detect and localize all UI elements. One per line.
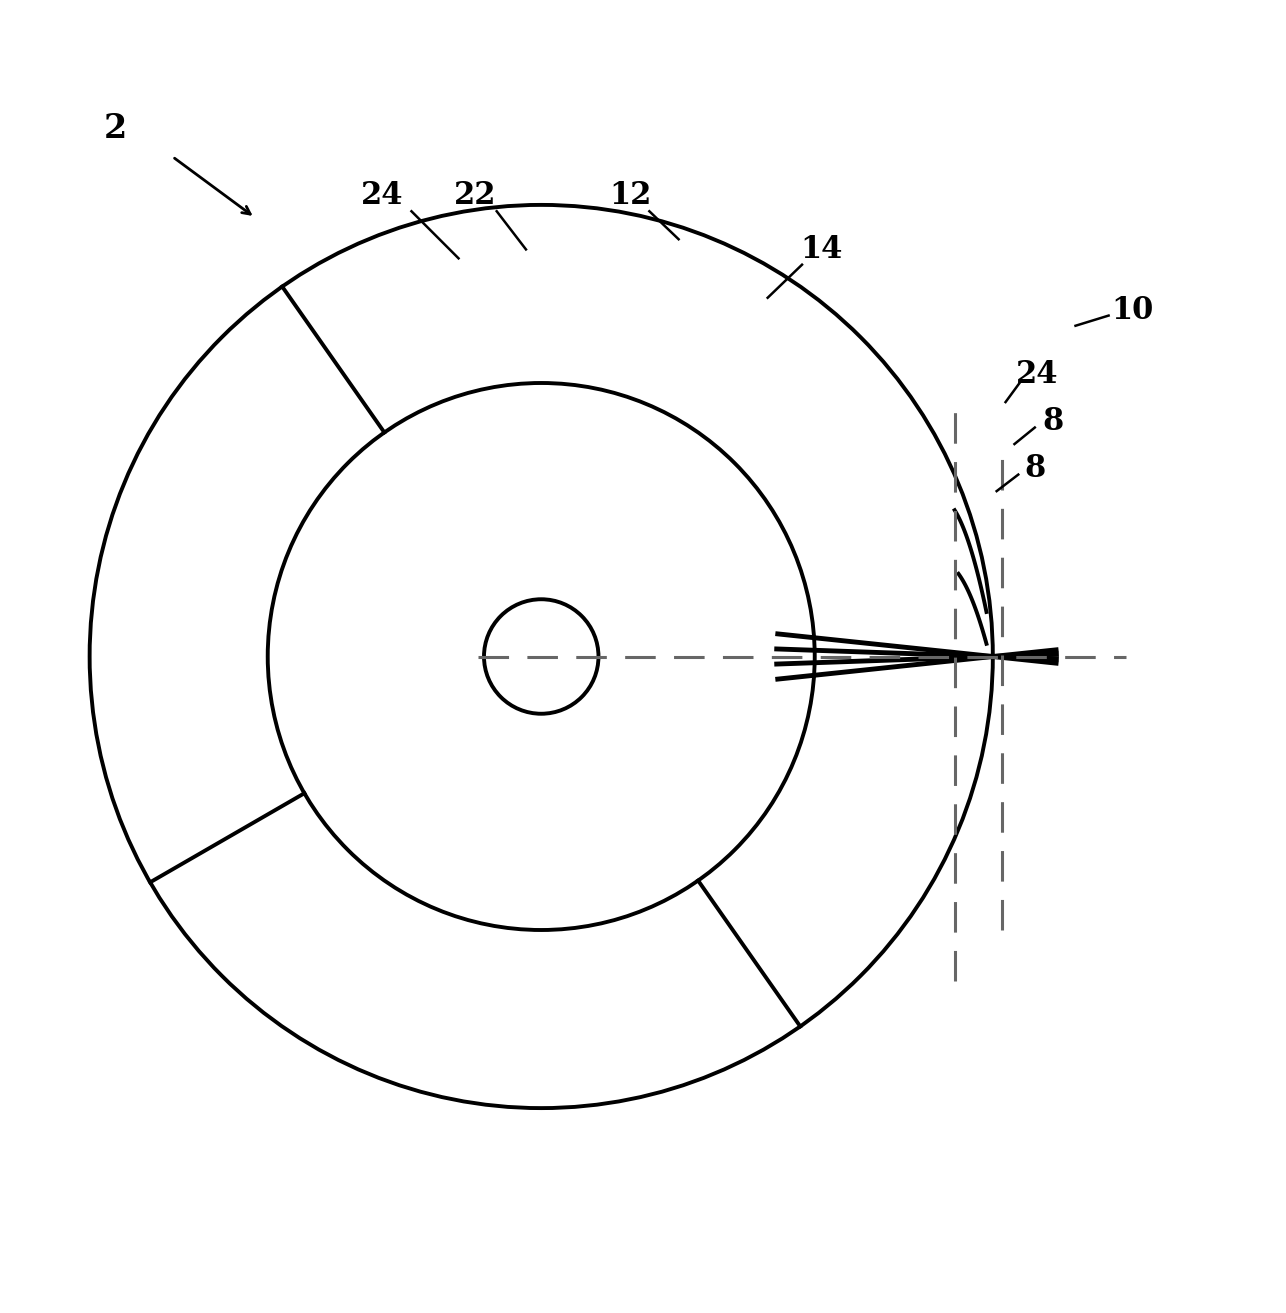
- Text: 2: 2: [103, 112, 127, 144]
- Text: 12: 12: [610, 180, 652, 211]
- Text: 14: 14: [800, 234, 842, 265]
- Text: 24: 24: [361, 180, 404, 211]
- Text: 8: 8: [1024, 453, 1046, 483]
- Text: 24: 24: [1016, 358, 1058, 390]
- Text: 10: 10: [1111, 295, 1154, 326]
- Text: 22: 22: [454, 180, 496, 211]
- Text: 8: 8: [1042, 406, 1064, 437]
